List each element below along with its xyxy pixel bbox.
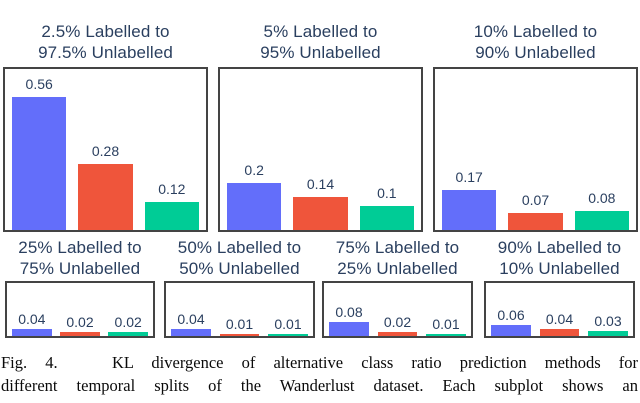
bar-value-label: 0.04 bbox=[545, 310, 574, 327]
caption-line-1: Fig. 4. KL divergence of alternative cla… bbox=[1, 353, 638, 372]
bar-series-2 bbox=[377, 332, 418, 336]
bar-series-2 bbox=[539, 328, 580, 336]
subplot-title-line2: 25% Unlabelled bbox=[337, 259, 458, 278]
bar-series-2 bbox=[219, 334, 260, 336]
plot-area: 0.06 0.04 0.03 bbox=[484, 281, 635, 338]
bar-series-2 bbox=[78, 163, 133, 230]
subplot-title-line1: 25% Labelled to bbox=[18, 238, 142, 257]
subplot-25pct-split: 25% Labelled to 75% Unlabelled 0.04 0.02 0… bbox=[5, 237, 155, 338]
bar-series-1 bbox=[329, 321, 369, 336]
subplot-title-line2: 95% Unlabelled bbox=[260, 43, 381, 62]
bar-series-1 bbox=[12, 97, 67, 230]
bar-series-3 bbox=[359, 206, 414, 230]
plot-area: 0.17 0.07 0.08 bbox=[433, 67, 638, 232]
bar-value-label: 0.04 bbox=[177, 310, 205, 327]
bar-value-label: 0.01 bbox=[274, 316, 302, 333]
bar-value-label: 0.28 bbox=[91, 142, 120, 159]
bar-value-label: 0.02 bbox=[66, 314, 94, 331]
subplot-title-line2: 10% Unlabelled bbox=[499, 259, 620, 278]
bar-value-label: 0.08 bbox=[335, 303, 363, 320]
bar-value-label: 0.06 bbox=[497, 307, 525, 324]
subplot-title: 25% Labelled to 75% Unlabelled bbox=[5, 237, 155, 279]
bar-value-label: 0.56 bbox=[25, 76, 53, 93]
bar-value-label: 0.08 bbox=[588, 190, 616, 207]
bar-value-label: 0.02 bbox=[383, 314, 412, 331]
bar-value-label: 0.01 bbox=[432, 316, 460, 333]
subplot-75pct-split: 75% Labelled to 25% Unlabelled 0.08 0.02 0… bbox=[322, 237, 473, 338]
bar-value-label: 0.07 bbox=[521, 192, 550, 209]
bar-value-label: 0.12 bbox=[158, 180, 186, 197]
subplot-title: 2.5% Labelled to 97.5% Unlabelled bbox=[3, 21, 208, 63]
bar-series-2 bbox=[293, 196, 348, 230]
plot-area: 0.04 0.01 0.01 bbox=[164, 281, 315, 338]
bar-value-label: 0.17 bbox=[455, 168, 483, 185]
plot-area: 0.2 0.14 0.1 bbox=[218, 67, 423, 232]
subplot-title-line1: 10% Labelled to bbox=[473, 22, 598, 41]
bar-series-1 bbox=[171, 328, 211, 336]
bar-value-label: 0.1 bbox=[377, 185, 397, 202]
bar-series-3 bbox=[108, 332, 148, 336]
subplot-title-line2: 50% Unlabelled bbox=[179, 259, 300, 278]
subplot-title-line1: 75% Labelled to bbox=[335, 238, 460, 257]
subplot-title-line2: 97.5% Unlabelled bbox=[38, 43, 173, 62]
subplot-title-line2: 75% Unlabelled bbox=[19, 259, 141, 278]
subplot-title: 5% Labelled to 95% Unlabelled bbox=[218, 21, 423, 63]
subplot-title: 75% Labelled to 25% Unlabelled bbox=[322, 237, 473, 279]
subplot-title: 10% Labelled to 90% Unlabelled bbox=[433, 21, 638, 63]
bar-series-1 bbox=[227, 182, 282, 230]
subplot-90pct-split: 90% Labelled to 10% Unlabelled 0.06 0.04 0… bbox=[484, 237, 635, 338]
bar-series-3 bbox=[588, 330, 628, 336]
bar-series-2 bbox=[508, 213, 563, 230]
subplot-title-line1: 2.5% Labelled to bbox=[41, 22, 170, 41]
subplot-title: 90% Labelled to 10% Unlabelled bbox=[484, 237, 635, 279]
subplot-title-line2: 90% Unlabelled bbox=[475, 43, 596, 62]
plot-area: 0.04 0.02 0.02 bbox=[5, 281, 155, 338]
figure-caption: Fig. 4. KL divergence of alternative cla… bbox=[1, 352, 638, 397]
subplot-title-line1: 5% Labelled to bbox=[263, 22, 378, 41]
bar-value-label: 0.03 bbox=[594, 312, 622, 329]
subplot-title-line1: 90% Labelled to bbox=[497, 238, 622, 257]
bar-series-3 bbox=[426, 334, 466, 336]
bar-value-label: 0.2 bbox=[244, 161, 264, 178]
bar-series-3 bbox=[574, 211, 629, 230]
plot-area: 0.08 0.02 0.01 bbox=[322, 281, 473, 338]
bar-series-3 bbox=[144, 201, 199, 230]
bar-series-1 bbox=[12, 328, 52, 336]
bar-value-label: 0.02 bbox=[114, 314, 142, 331]
bar-value-label: 0.14 bbox=[306, 175, 335, 192]
subplot-title: 50% Labelled to 50% Unlabelled bbox=[164, 237, 315, 279]
bar-value-label: 0.01 bbox=[225, 316, 254, 333]
subplot-10pct-split: 10% Labelled to 90% Unlabelled 0.17 0.07 0… bbox=[433, 21, 638, 232]
plot-area: 0.56 0.28 0.12 bbox=[3, 67, 208, 232]
bar-series-1 bbox=[442, 189, 497, 230]
caption-line-2: different temporal splits of the Wanderl… bbox=[1, 375, 638, 395]
bar-series-3 bbox=[268, 334, 308, 336]
bar-series-2 bbox=[60, 332, 100, 336]
bar-series-1 bbox=[491, 325, 531, 336]
subplot-2.5pct-split: 2.5% Labelled to 97.5% Unlabelled 0.56 0.… bbox=[3, 21, 208, 232]
subplot-title-line1: 50% Labelled to bbox=[177, 238, 302, 257]
subplot-50pct-split: 50% Labelled to 50% Unlabelled 0.04 0.01 0… bbox=[164, 237, 315, 338]
subplot-5pct-split: 5% Labelled to 95% Unlabelled 0.2 0.14 0.1 bbox=[218, 21, 423, 232]
bar-value-label: 0.04 bbox=[18, 310, 46, 327]
